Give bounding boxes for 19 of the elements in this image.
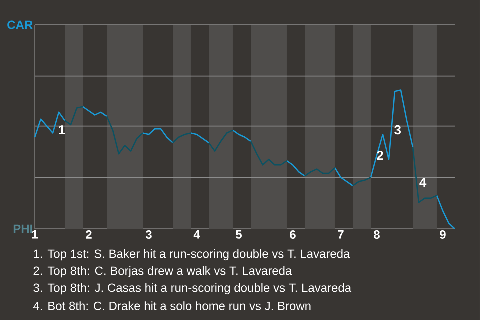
- text: 2. Top 8th: C. Borjas drew a walk vs T. Lavareda: [34, 266, 292, 278]
- x-tick-label: 1: [32, 230, 38, 239]
- text: 1. Top 1st: S. Baker hit a run-scoring double vs T. Lavareda: [34, 249, 350, 261]
- x-tick-label: 6: [290, 230, 296, 240]
- x-tick-label: 8: [374, 230, 380, 240]
- text: 3. Top 8th: J. Casas hit a run-scoring double vs T. Lavareda: [34, 283, 352, 295]
- annotation: 2: [377, 151, 384, 160]
- x-tick-label: 5: [236, 230, 242, 239]
- text: 4. Bot 8th: C. Drake hit a solo home run vs J. Brown: [33, 302, 311, 310]
- annotation: 3: [394, 125, 402, 135]
- x-tick-label: 2: [86, 230, 92, 239]
- x-tick-label: 3: [146, 230, 152, 240]
- x-tick-label: 7: [338, 230, 344, 239]
- annotation: 4: [420, 178, 427, 187]
- x-tick-label: 4: [194, 230, 200, 239]
- text: PHI: [14, 224, 32, 234]
- annotation: 1: [59, 126, 66, 135]
- x-tick-label: 9: [440, 230, 446, 240]
- text: CAR: [8, 20, 33, 30]
